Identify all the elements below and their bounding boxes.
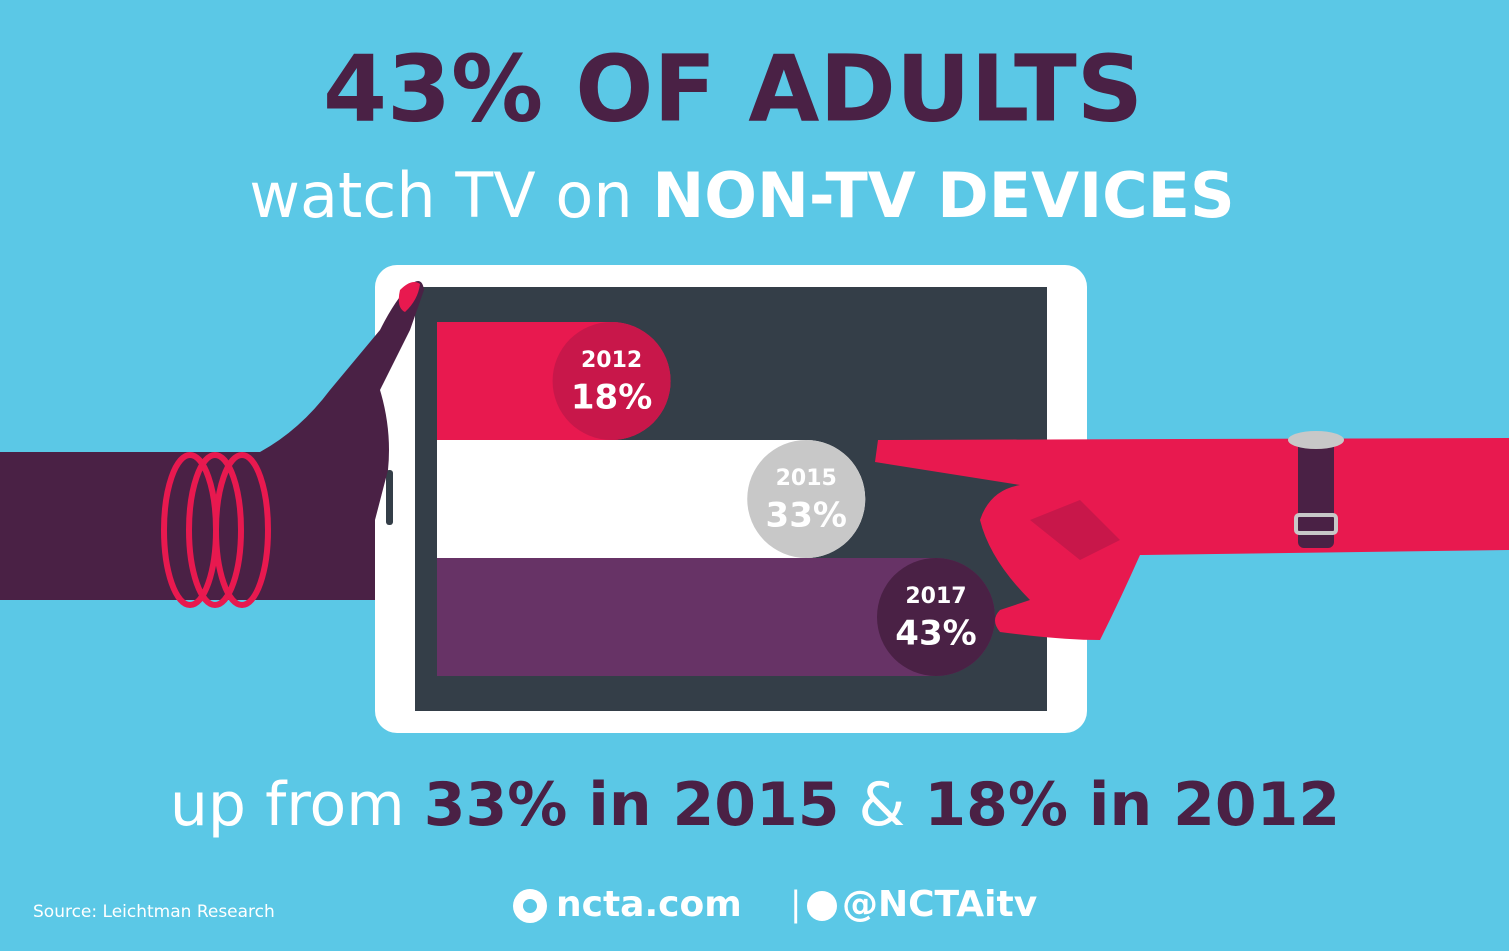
hand-shade [1030,500,1120,560]
watch-face [1288,431,1344,449]
twitter-logo [807,891,837,921]
subtitle-plain: watch TV on [249,159,632,232]
bar [437,558,995,676]
source: Source: Leichtman Research [33,902,275,922]
footer-separator: | [790,885,801,925]
value-badge [552,322,671,440]
footer-handle: @NCTAitv [842,884,1037,925]
value-badge [877,558,995,676]
tablet-button [386,470,393,525]
fingernail [398,282,420,312]
ncta-logo-hole [523,899,537,913]
footnote-first: 33% in 2015 [424,770,840,840]
footer-site: ncta.com [556,884,742,925]
value-label: 18% [571,378,652,418]
headline: 43% OF ADULTS [323,35,1143,142]
value-label: 43% [895,614,976,654]
footnote-joiner: & [859,770,906,840]
category-label: 2017 [905,584,966,609]
value-badge [747,440,866,558]
footnote-plain: up from [170,770,405,840]
right-arm [875,438,1509,640]
subtitle: watch TV on NON-TV DEVICES [249,159,1234,232]
bar-chart: 2012 18% 2015 33% 2017 43% [437,322,995,676]
category-label: 2012 [581,348,642,373]
footnote-second: 18% in 2012 [924,770,1340,840]
subtitle-bold: NON-TV DEVICES [652,159,1234,232]
left-arm [0,281,424,600]
watch-strap [1298,440,1334,548]
watch-buckle [1294,513,1338,535]
category-label: 2015 [776,466,837,491]
value-label: 33% [766,496,847,536]
bracelets [161,452,271,608]
footnote: up from 33% in 2015 & 18% in 2012 [170,770,1340,840]
